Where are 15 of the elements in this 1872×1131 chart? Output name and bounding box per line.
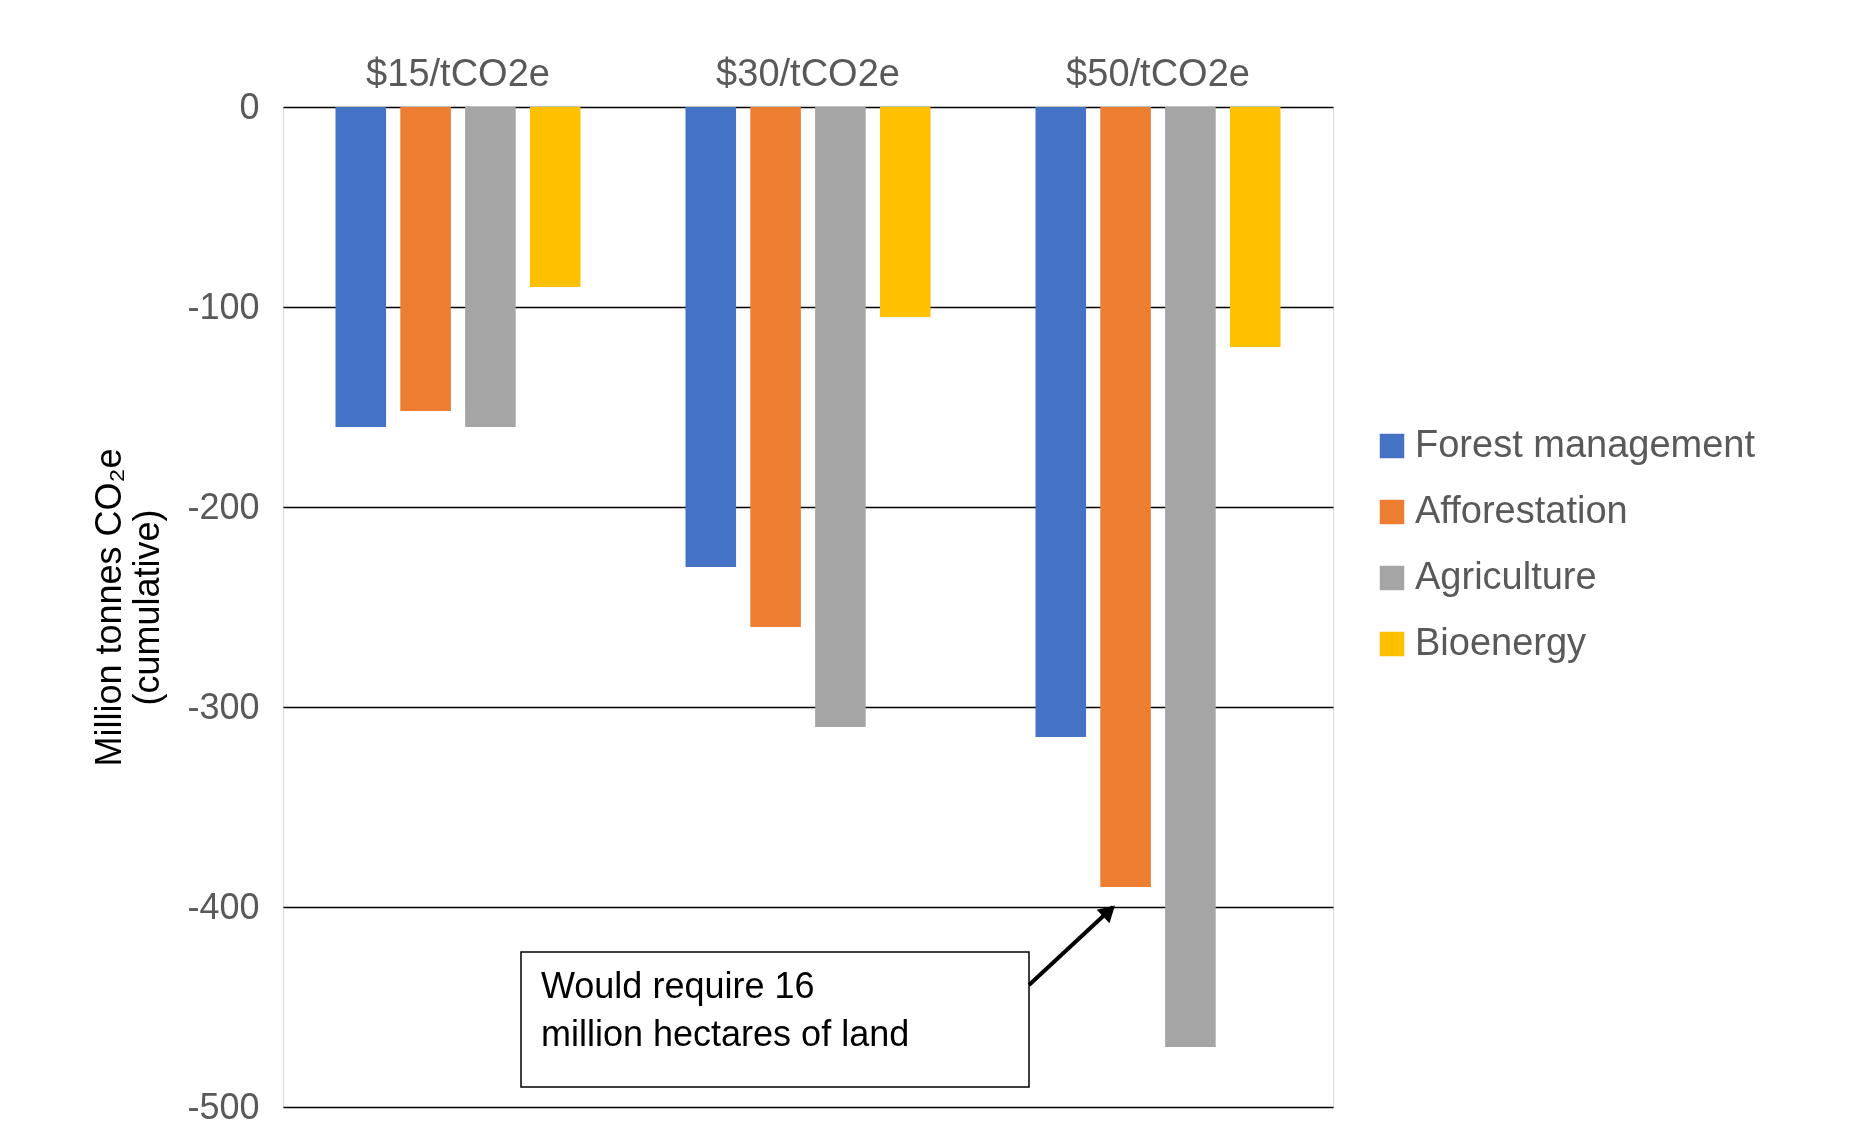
legend-label: Agriculture (1415, 555, 1597, 597)
y-tick-label: -200 (187, 485, 260, 527)
x-tick-label: $30/tCO2e (716, 51, 900, 94)
y-tick-label: -300 (187, 685, 260, 727)
y-tick-label: -400 (187, 885, 260, 927)
y-axis-title: Million tonnes CO₂e (cumulative) (88, 448, 168, 767)
y-tick-label: 0 (239, 85, 260, 127)
x-tick-label: $15/tCO2e (366, 51, 550, 94)
y-tick-label: -100 (187, 285, 260, 327)
x-tick-label: $50/tCO2e (1066, 51, 1250, 94)
legend-label: Bioenergy (1415, 621, 1587, 663)
legend-label: Afforestation (1415, 489, 1628, 531)
legend-label: Forest management (1415, 423, 1756, 465)
y-tick-label: -500 (187, 1085, 260, 1127)
annotation: Would require 16 million hectares of land (541, 965, 910, 1054)
